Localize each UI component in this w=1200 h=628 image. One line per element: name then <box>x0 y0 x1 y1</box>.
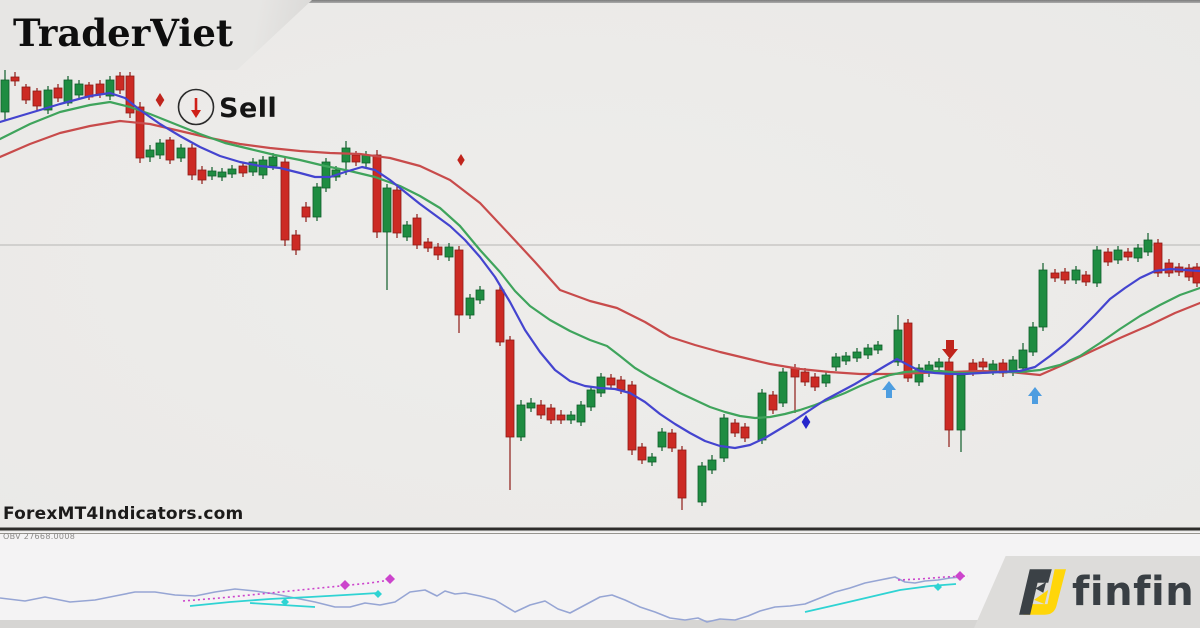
zigzag-cyan-line <box>249 602 316 608</box>
candles-layer <box>0 68 1200 510</box>
diamond-marker <box>457 154 465 166</box>
magenta-diamond-marker <box>955 571 965 581</box>
cyan-diamond-marker <box>281 598 289 606</box>
sell-signal-label: Sell <box>219 93 278 124</box>
finfin-logo: finfin <box>1012 564 1194 620</box>
cyan-diamond-marker <box>934 583 942 591</box>
signal-markers-layer <box>155 93 1042 429</box>
finfin-banner: finfin <box>974 556 1200 628</box>
magenta-diamond-marker <box>340 580 350 590</box>
indicator-caption: OBV 27668.0008 <box>3 532 76 541</box>
top-border-line <box>0 0 1200 3</box>
down-arrow-marker <box>942 340 958 359</box>
diamond-marker <box>155 93 165 107</box>
zigzag-magenta-dotted-line <box>897 575 969 581</box>
finfin-logo-text: finfin <box>1072 569 1195 615</box>
moving-averages-layer <box>0 91 1200 450</box>
diamond-marker <box>801 415 811 429</box>
fast-ma-blue <box>0 91 1200 450</box>
traderviet-logo: TraderViet <box>13 11 233 55</box>
slow-ma-red <box>0 119 1200 377</box>
up-arrow-marker <box>882 381 896 398</box>
magenta-diamond-marker <box>385 574 395 584</box>
watermark-text: ForexMT4Indicators.com <box>3 504 244 524</box>
finfin-logo-icon <box>1019 569 1066 615</box>
sell-circle-arrow-icon <box>177 88 215 126</box>
up-arrow-marker <box>1028 387 1042 404</box>
obv-line <box>0 576 963 623</box>
cyan-diamond-marker <box>374 590 382 598</box>
oscillator-lines <box>0 571 969 623</box>
zigzag-cyan-line <box>189 592 379 607</box>
zigzag-cyan-line <box>804 583 957 613</box>
